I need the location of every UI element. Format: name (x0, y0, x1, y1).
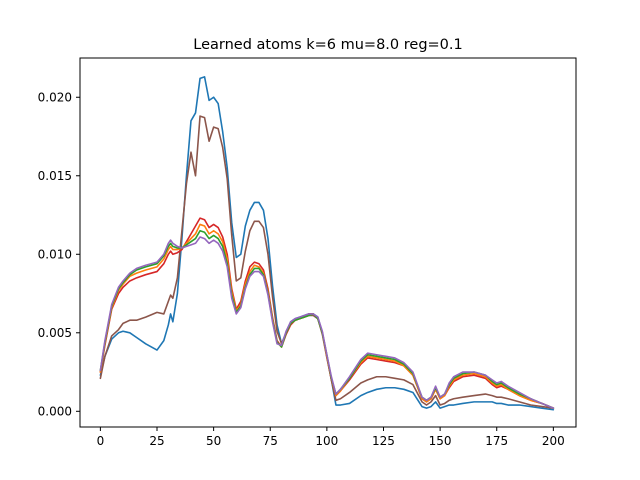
x-axis-ticks: 0 25 50 75 100 125 150 175 200 (97, 427, 565, 448)
x-tick-label: 75 (263, 434, 278, 448)
x-tick-label: 175 (485, 434, 508, 448)
axes-layer (79, 57, 577, 428)
x-tick-label: 100 (315, 434, 338, 448)
y-tick-label: 0.000 (38, 404, 72, 418)
chart-title: Learned atoms k=6 mu=8.0 reg=0.1 (193, 37, 462, 53)
y-tick-label: 0.010 (38, 247, 72, 261)
y-tick-label: 0.005 (38, 326, 72, 340)
x-tick-label: 200 (542, 434, 565, 448)
x-tick-label: 50 (206, 434, 221, 448)
plot-area-frame (79, 57, 577, 428)
x-tick-label: 0 (97, 434, 105, 448)
x-tick-label: 125 (372, 434, 395, 448)
x-tick-label: 150 (429, 434, 452, 448)
x-tick-label: 25 (149, 434, 164, 448)
y-axis-ticks: 0.000 0.005 0.010 0.015 0.020 (38, 90, 80, 418)
series-line-6 (99, 236, 555, 409)
y-tick-label: 0.020 (38, 90, 72, 104)
y-tick-label: 0.015 (38, 169, 72, 183)
series-layer (99, 76, 555, 411)
